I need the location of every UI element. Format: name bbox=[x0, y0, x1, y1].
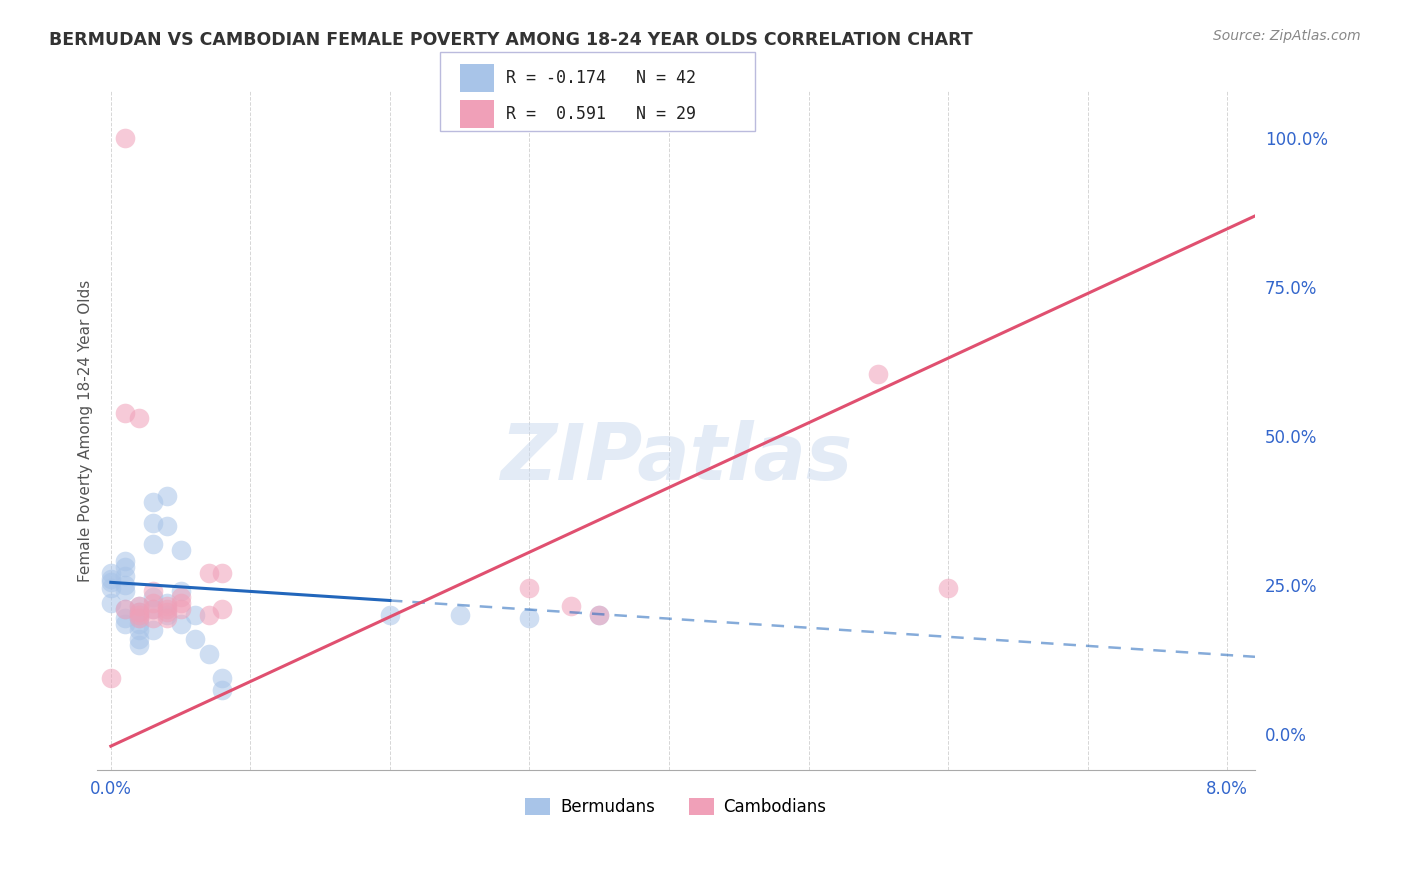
Point bbox=[128, 605, 150, 619]
Point bbox=[169, 591, 191, 605]
Point bbox=[142, 623, 165, 637]
Point bbox=[114, 611, 136, 625]
Point bbox=[156, 518, 179, 533]
Legend: Bermudans, Cambodians: Bermudans, Cambodians bbox=[519, 791, 834, 822]
Point bbox=[588, 608, 610, 623]
Point bbox=[100, 575, 122, 590]
Point bbox=[100, 596, 122, 610]
Point bbox=[100, 572, 122, 586]
Point bbox=[114, 602, 136, 616]
Point bbox=[156, 602, 179, 616]
Text: Source: ZipAtlas.com: Source: ZipAtlas.com bbox=[1213, 29, 1361, 43]
Point bbox=[114, 584, 136, 599]
Point bbox=[128, 599, 150, 614]
Point bbox=[197, 566, 219, 581]
Y-axis label: Female Poverty Among 18-24 Year Olds: Female Poverty Among 18-24 Year Olds bbox=[79, 279, 93, 582]
Point bbox=[128, 605, 150, 619]
Point bbox=[114, 578, 136, 592]
Point bbox=[169, 602, 191, 616]
Point bbox=[449, 608, 471, 623]
Point bbox=[211, 566, 233, 581]
Text: R = -0.174   N = 42: R = -0.174 N = 42 bbox=[506, 69, 696, 87]
Point bbox=[128, 608, 150, 623]
Point bbox=[128, 623, 150, 637]
Point bbox=[114, 554, 136, 568]
Point bbox=[519, 611, 541, 625]
Point bbox=[128, 617, 150, 632]
Point bbox=[211, 602, 233, 616]
Text: ZIPatlas: ZIPatlas bbox=[499, 419, 852, 496]
Point bbox=[142, 602, 165, 616]
Point bbox=[197, 647, 219, 661]
Point bbox=[169, 542, 191, 557]
Point bbox=[114, 560, 136, 574]
Point bbox=[519, 582, 541, 596]
Point bbox=[114, 602, 136, 616]
Point bbox=[128, 632, 150, 646]
Point bbox=[183, 632, 205, 646]
Point bbox=[156, 489, 179, 503]
Point bbox=[114, 405, 136, 419]
Point bbox=[128, 611, 150, 625]
Point bbox=[169, 617, 191, 632]
Point bbox=[156, 608, 179, 623]
Point bbox=[936, 582, 959, 596]
Point bbox=[114, 131, 136, 145]
Point bbox=[128, 599, 150, 614]
Point bbox=[211, 671, 233, 685]
Point bbox=[128, 411, 150, 425]
Text: R =  0.591   N = 29: R = 0.591 N = 29 bbox=[506, 105, 696, 123]
Point bbox=[142, 596, 165, 610]
Point bbox=[588, 608, 610, 623]
Point bbox=[114, 569, 136, 583]
Point bbox=[142, 591, 165, 605]
Point bbox=[560, 599, 582, 614]
Point bbox=[114, 617, 136, 632]
Point bbox=[197, 608, 219, 623]
Point bbox=[156, 596, 179, 610]
Point bbox=[142, 516, 165, 530]
Point bbox=[156, 611, 179, 625]
Point bbox=[142, 602, 165, 616]
Point bbox=[211, 682, 233, 697]
Point bbox=[169, 584, 191, 599]
Point bbox=[183, 608, 205, 623]
Point bbox=[378, 608, 401, 623]
Point bbox=[142, 495, 165, 509]
Point bbox=[156, 605, 179, 619]
Point bbox=[128, 611, 150, 625]
Point bbox=[142, 536, 165, 550]
Point bbox=[142, 584, 165, 599]
Point bbox=[100, 582, 122, 596]
Point bbox=[100, 671, 122, 685]
Text: BERMUDAN VS CAMBODIAN FEMALE POVERTY AMONG 18-24 YEAR OLDS CORRELATION CHART: BERMUDAN VS CAMBODIAN FEMALE POVERTY AMO… bbox=[49, 31, 973, 49]
Point bbox=[128, 638, 150, 652]
Point bbox=[169, 596, 191, 610]
Point bbox=[100, 566, 122, 581]
Point bbox=[868, 367, 890, 381]
Point bbox=[142, 611, 165, 625]
Point bbox=[156, 599, 179, 614]
